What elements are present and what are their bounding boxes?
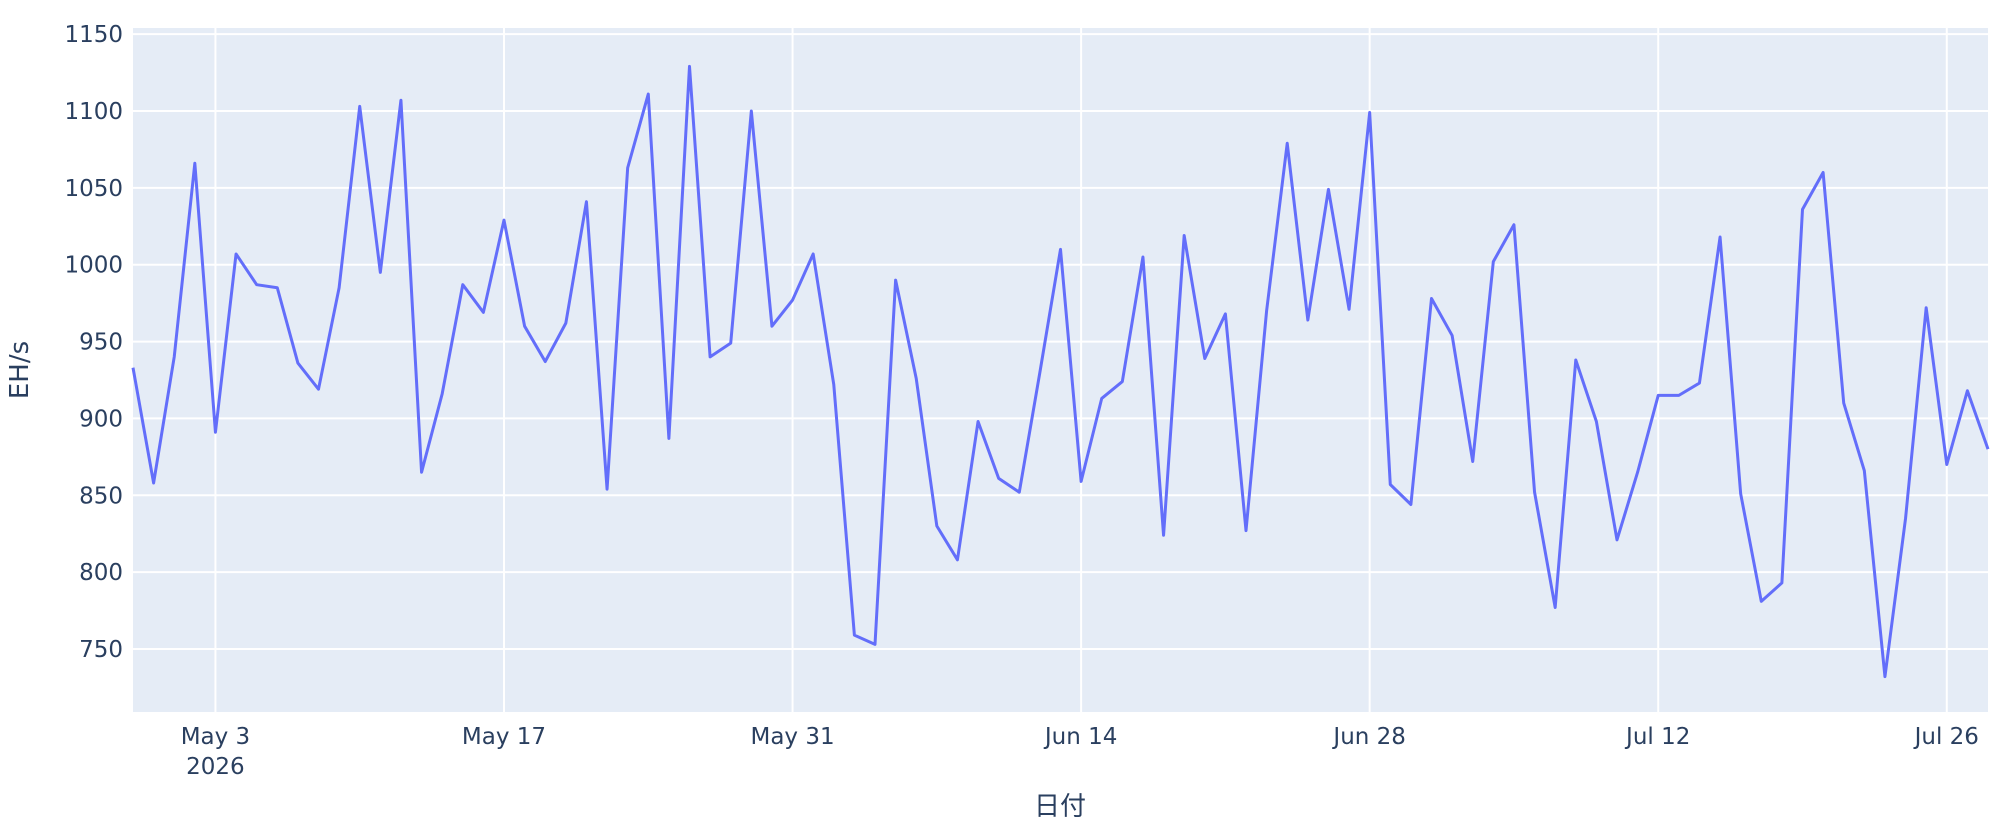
y-tick-label: 900 bbox=[79, 406, 123, 432]
x-tick-label: Jul 12 bbox=[1624, 724, 1690, 750]
x-tick-label: May 17 bbox=[462, 724, 546, 750]
y-tick-label: 850 bbox=[79, 483, 123, 509]
x-axis-title: 日付 bbox=[1034, 792, 1086, 822]
y-tick-label: 800 bbox=[79, 560, 123, 586]
y-axis-title: EH/s bbox=[5, 341, 35, 399]
x-tick-label: Jul 26 bbox=[1913, 724, 1979, 750]
x-tick-label: Jun 14 bbox=[1043, 724, 1118, 750]
plot-area bbox=[133, 28, 1988, 712]
y-tick-label: 950 bbox=[79, 330, 123, 356]
y-tick-label: 1100 bbox=[64, 99, 123, 125]
x-tick-label: May 3 2026 bbox=[181, 724, 251, 780]
data-line bbox=[131, 64, 1990, 679]
y-tick-label: 1000 bbox=[64, 253, 123, 279]
y-tick-label: 1150 bbox=[64, 22, 123, 48]
x-tick-label: Jun 28 bbox=[1331, 724, 1406, 750]
x-tick-label: May 31 bbox=[750, 724, 834, 750]
y-tick-label: 750 bbox=[79, 637, 123, 663]
y-tick-label: 1050 bbox=[64, 176, 123, 202]
